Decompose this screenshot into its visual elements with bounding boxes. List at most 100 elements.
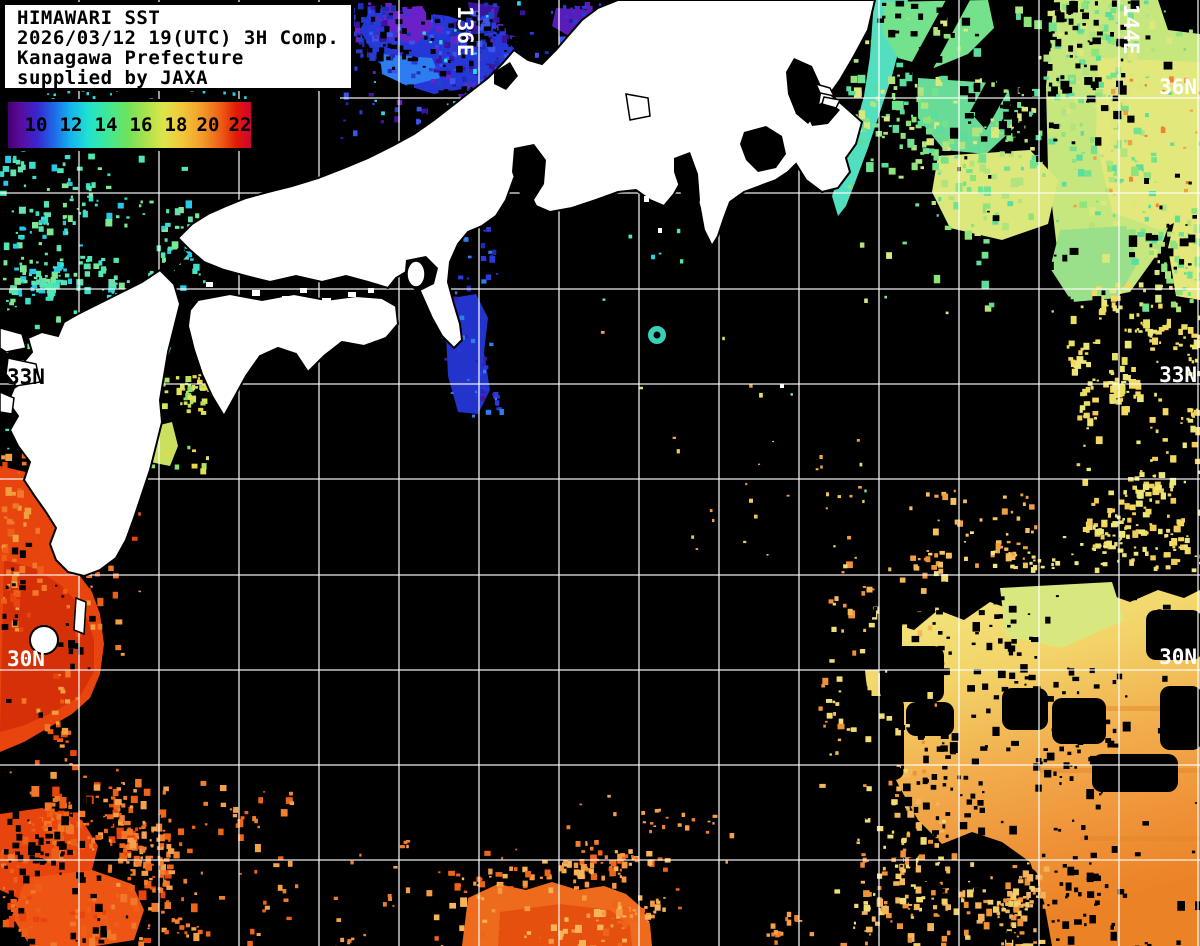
sst-speckle bbox=[41, 216, 47, 221]
sst-speckle bbox=[1167, 493, 1172, 497]
sst-speckle bbox=[1102, 521, 1106, 524]
sst-speckle bbox=[1077, 739, 1084, 745]
goto-islands bbox=[0, 391, 15, 415]
sst-speckle bbox=[1127, 115, 1135, 123]
sst-speckle bbox=[126, 216, 130, 219]
sst-speckle bbox=[116, 894, 119, 898]
sst-speckle bbox=[381, 20, 388, 28]
sst-speckle bbox=[92, 933, 99, 939]
sst-speckle bbox=[889, 665, 896, 671]
sst-speckle bbox=[1021, 261, 1025, 266]
sst-speckle bbox=[10, 908, 16, 912]
sst-speckle bbox=[502, 873, 508, 879]
sst-speckle bbox=[981, 251, 989, 259]
sst-speckle bbox=[986, 908, 993, 917]
sst-speckle bbox=[1112, 743, 1119, 748]
sst-speckle bbox=[1158, 488, 1164, 493]
sst-speckle bbox=[58, 274, 61, 277]
sst-speckle bbox=[832, 700, 836, 704]
sst-speckle bbox=[1166, 451, 1169, 454]
sst-speckle bbox=[522, 866, 528, 873]
sst-speckle bbox=[1112, 728, 1117, 734]
sst-speckle bbox=[854, 211, 858, 216]
sst-speckle bbox=[421, 104, 427, 109]
sst-speckle bbox=[1048, 138, 1056, 145]
sst-speckle bbox=[166, 851, 169, 853]
sst-speckle bbox=[15, 825, 21, 832]
sst-speckle bbox=[941, 898, 948, 905]
sst-speckle bbox=[409, 40, 415, 45]
sst-speckle bbox=[1048, 22, 1057, 32]
sst-speckle bbox=[1104, 719, 1111, 725]
sst-speckle bbox=[1145, 35, 1151, 40]
sst-speckle bbox=[1145, 508, 1152, 515]
sst-speckle bbox=[257, 825, 260, 829]
sst-speckle bbox=[1151, 157, 1157, 163]
sst-speckle bbox=[611, 901, 618, 909]
sst-speckle bbox=[927, 625, 933, 631]
sst-speckle bbox=[1131, 54, 1138, 59]
sst-speckle bbox=[861, 232, 869, 239]
sst-speckle bbox=[373, 18, 379, 25]
sst-speckle bbox=[979, 163, 987, 172]
sst-speckle bbox=[929, 664, 937, 673]
sst-speckle bbox=[1067, 299, 1074, 306]
sst-speckle bbox=[471, 76, 475, 80]
sst-speckle bbox=[672, 436, 676, 439]
sst-speckle bbox=[130, 871, 133, 874]
sst-speckle bbox=[1152, 456, 1158, 461]
sst-speckle bbox=[1038, 55, 1042, 60]
sst-speckle bbox=[1187, 327, 1194, 334]
sst-speckle bbox=[1114, 542, 1118, 547]
sst-speckle bbox=[453, 68, 457, 71]
sst-speckle bbox=[1135, 489, 1139, 494]
sst-speckle bbox=[933, 155, 939, 161]
sst-speckle bbox=[17, 507, 22, 511]
sst-speckle bbox=[20, 236, 24, 240]
sst-speckle bbox=[191, 903, 198, 913]
sst-speckle bbox=[1093, 684, 1100, 689]
sst-speckle bbox=[939, 881, 943, 885]
sst-speckle bbox=[995, 909, 1000, 912]
sst-speckle bbox=[67, 90, 71, 94]
sst-speckle bbox=[915, 886, 922, 894]
sst-speckle bbox=[448, 23, 454, 28]
sst-speckle bbox=[961, 898, 965, 903]
sst-speckle bbox=[86, 259, 90, 263]
sst-speckle bbox=[1155, 330, 1162, 335]
sst-speckle bbox=[451, 56, 455, 59]
sst-speckle bbox=[109, 803, 114, 808]
sst-speckle bbox=[50, 942, 57, 946]
sst-speckle bbox=[1117, 889, 1125, 895]
sst-speckle bbox=[1174, 269, 1178, 274]
sst-speckle bbox=[379, 40, 385, 47]
sst-speckle bbox=[1153, 243, 1161, 254]
sst-speckle bbox=[940, 155, 946, 159]
sst-speckle bbox=[203, 280, 206, 284]
sst-speckle bbox=[1135, 391, 1141, 397]
sst-speckle bbox=[92, 927, 99, 934]
sst-speckle bbox=[526, 931, 532, 935]
sst-speckle bbox=[1043, 748, 1048, 751]
sst-speckle bbox=[1121, 380, 1124, 384]
sst-speckle bbox=[200, 780, 207, 786]
sst-speckle bbox=[858, 110, 866, 120]
small-island bbox=[610, 146, 616, 154]
sst-speckle bbox=[42, 234, 47, 239]
sst-speckle bbox=[1029, 900, 1034, 904]
small-island bbox=[644, 196, 649, 202]
sst-speckle bbox=[1046, 261, 1054, 270]
sst-speckle bbox=[1039, 761, 1043, 765]
sst-speckle bbox=[116, 215, 120, 219]
sst-speckle bbox=[1056, 717, 1061, 723]
sst-speckle bbox=[882, 866, 886, 871]
sst-speckle bbox=[910, 916, 915, 919]
sst-speckle bbox=[1083, 401, 1091, 406]
sst-speckle bbox=[32, 175, 37, 179]
sst-speckle bbox=[504, 10, 508, 14]
sst-speckle bbox=[1152, 337, 1159, 345]
sst-speckle bbox=[44, 262, 48, 266]
sst-speckle bbox=[1145, 491, 1152, 497]
sst-speckle bbox=[973, 48, 982, 57]
sst-speckle bbox=[1055, 38, 1062, 47]
